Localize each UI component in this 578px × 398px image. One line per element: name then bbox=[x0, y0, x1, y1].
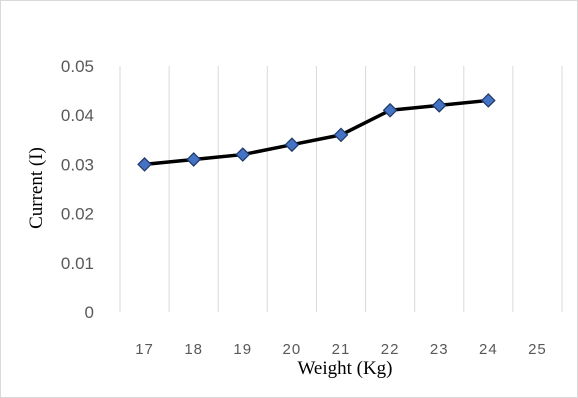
data-point-marker bbox=[235, 147, 251, 162]
x-tick-label: 24 bbox=[479, 341, 498, 358]
y-tick-label: 0.04 bbox=[61, 106, 94, 125]
x-tick-label: 21 bbox=[332, 341, 351, 358]
x-axis-ticks: 17 18 19 20 21 22 23 24 25 bbox=[135, 341, 547, 358]
series-group bbox=[137, 93, 496, 172]
data-point-marker bbox=[186, 152, 202, 167]
x-tick-label: 20 bbox=[283, 341, 302, 358]
y-tick-label: 0.03 bbox=[61, 155, 94, 174]
y-axis-title: Current (I) bbox=[26, 147, 47, 229]
y-tick-label: 0 bbox=[85, 303, 94, 322]
x-tick-label: 25 bbox=[528, 341, 547, 358]
y-tick-label: 0.05 bbox=[61, 57, 94, 76]
y-tick-label: 0.01 bbox=[61, 254, 94, 273]
data-point-marker bbox=[431, 98, 447, 113]
x-tick-label: 18 bbox=[184, 341, 203, 358]
data-point-marker bbox=[480, 93, 496, 108]
x-tick-label: 17 bbox=[135, 341, 154, 358]
data-point-marker bbox=[333, 127, 349, 143]
gridlines bbox=[119, 66, 563, 312]
data-point-marker bbox=[382, 102, 398, 118]
x-axis-title: Weight (Kg) bbox=[297, 358, 392, 379]
data-point-marker bbox=[284, 137, 300, 153]
series-line bbox=[144, 98, 489, 167]
y-axis-ticks: 0 0.01 0.02 0.03 0.04 0.05 bbox=[61, 57, 94, 322]
y-tick-label: 0.02 bbox=[61, 205, 94, 224]
x-tick-label: 23 bbox=[430, 341, 449, 358]
x-tick-label: 19 bbox=[233, 341, 252, 358]
data-point-marker bbox=[137, 157, 152, 172]
x-tick-label: 22 bbox=[381, 341, 400, 358]
